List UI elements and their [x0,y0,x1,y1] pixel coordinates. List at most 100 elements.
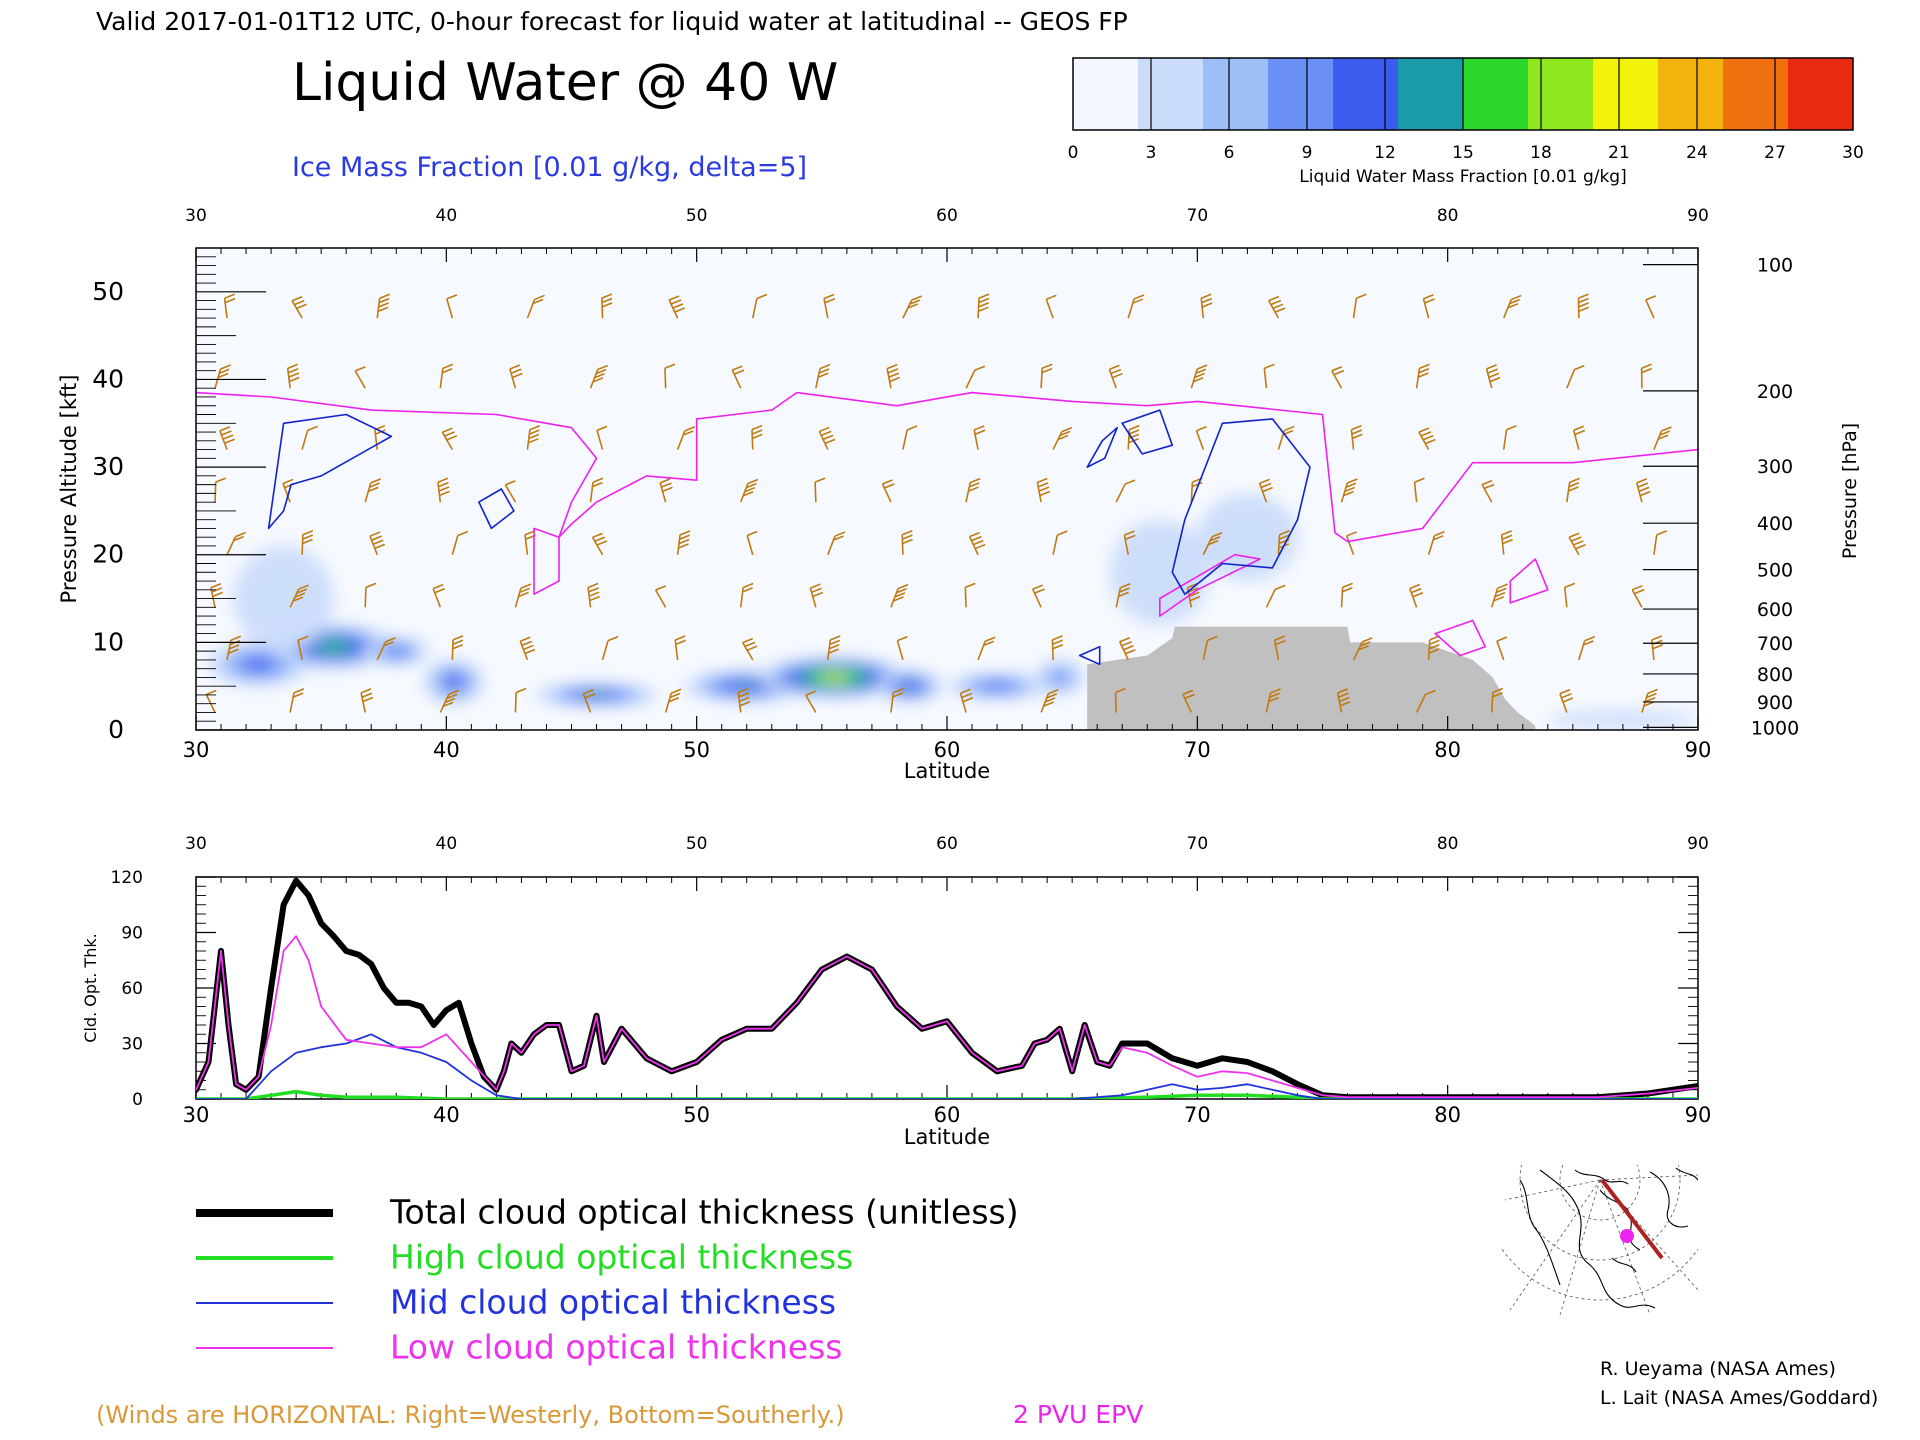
wind-barb [1490,583,1508,608]
wind-barb [1500,530,1513,555]
wind-barb [977,293,990,319]
wind-barb [1422,294,1435,319]
top-x-tick-label: 40 [433,738,460,762]
wind-barb [1485,364,1501,389]
bottom-x-tick-label: 80 [1434,1103,1461,1127]
wind-barb [901,529,913,555]
legend-label-total: Total cloud optical thickness (unitless) [389,1193,1019,1232]
wind-barb [1640,363,1652,389]
liquid-water-blob [824,674,844,681]
wind-barb [526,424,541,450]
wind-barb [664,688,682,713]
top-pressure-tick-label: 700 [1757,633,1793,655]
wind-barb [519,636,536,661]
wind-barb [301,425,318,450]
wind-barb [1200,293,1213,319]
wind-barb [751,293,768,319]
wind-barb [437,477,450,503]
colorbar-swatch [1463,58,1529,130]
locator-map [1502,1165,1698,1315]
wind-barb [1045,294,1057,319]
wind-barb [1635,478,1651,503]
wind-barb [1340,478,1358,503]
wind-barb [815,363,831,389]
top-pressure-tick-label: 100 [1757,255,1793,277]
wind-barb [805,690,817,713]
epv-contour-closed [1509,558,1549,604]
wind-barb [451,635,464,660]
credit-ueyama: R. Ueyama (NASA Ames) [1600,1358,1836,1380]
wind-barb [676,426,696,450]
wind-barb [881,479,895,503]
bottom-y-tick-label: 30 [121,1035,143,1055]
wind-barb [902,425,918,450]
wind-barb [589,477,604,503]
wind-barb [504,480,517,503]
wind-barb [664,363,676,389]
wind-barb [291,296,307,319]
wind-barb [1496,636,1508,661]
wind-barb [659,478,673,503]
wind-barb [1202,635,1218,661]
wind-barb [1119,637,1136,661]
top-x-tick-label-upper: 40 [436,206,458,226]
liquid-water-blob [734,683,760,690]
wind-barb [827,635,841,660]
wind-barb [1352,293,1367,319]
top-x-tick-label-upper: 60 [936,206,958,226]
wind-barb [1127,294,1145,319]
liquid-water-blob [323,643,345,651]
wind-barb [1345,531,1357,556]
wind-barb [223,293,236,319]
wind-barb [742,637,758,661]
wind-barb [286,363,300,389]
wind-barb [1653,530,1668,555]
wind-barb [439,363,454,389]
top-pressure-tick-label: 800 [1757,664,1793,686]
wind-barb [582,689,596,713]
wind-barb [890,687,904,713]
top-pressure-tick-label: 200 [1757,381,1793,403]
wind-barb [739,478,759,503]
wind-barb [1263,363,1275,389]
credit-lait: L. Lait (NASA Ames/Goddard) [1600,1387,1878,1409]
bottom-x-tick-label-upper: 50 [686,834,708,854]
wind-barb [1190,364,1208,389]
colorbar-swatch [1398,58,1464,130]
wind-barb [1427,635,1440,660]
top-ylabel: Pressure Altitude [kft] [57,375,81,604]
bottom-x-tick-label: 40 [433,1103,460,1127]
bottom-y-tick-label: 0 [132,1090,143,1110]
wind-barb [977,636,996,661]
colorbar-swatch [1203,58,1269,130]
wind-barb [226,531,246,556]
wind-barb [896,635,908,661]
top-x-tick-label: 90 [1685,738,1712,762]
wind-barb [1273,635,1286,661]
terrain-mask [1087,626,1536,730]
top-x-tick-label: 50 [683,738,710,762]
bottom-x-tick-label: 30 [183,1103,210,1127]
wind-barb [289,584,309,608]
epv-contour-closed [1434,619,1486,657]
top-y-tick-label: 40 [92,364,124,393]
wind-barb [526,294,545,319]
wind-barb [1115,479,1136,503]
top-x-tick-label: 60 [934,738,961,762]
wind-barb [731,365,745,389]
top-pressure-tick-label: 900 [1757,692,1793,714]
wind-barb [360,688,374,713]
series-mid-line [196,1033,1698,1099]
map-transect [1600,1178,1664,1260]
wind-barb [1566,477,1580,503]
wind-barb [1577,293,1590,319]
wind-barb [668,295,686,319]
wind-barb [1578,636,1595,661]
wind-barb [514,583,532,608]
wind-barb [965,365,986,389]
wind-barb [432,583,446,608]
wind-barb [1336,688,1351,713]
wind-barb [1559,688,1574,713]
wind-barb [1202,532,1223,556]
